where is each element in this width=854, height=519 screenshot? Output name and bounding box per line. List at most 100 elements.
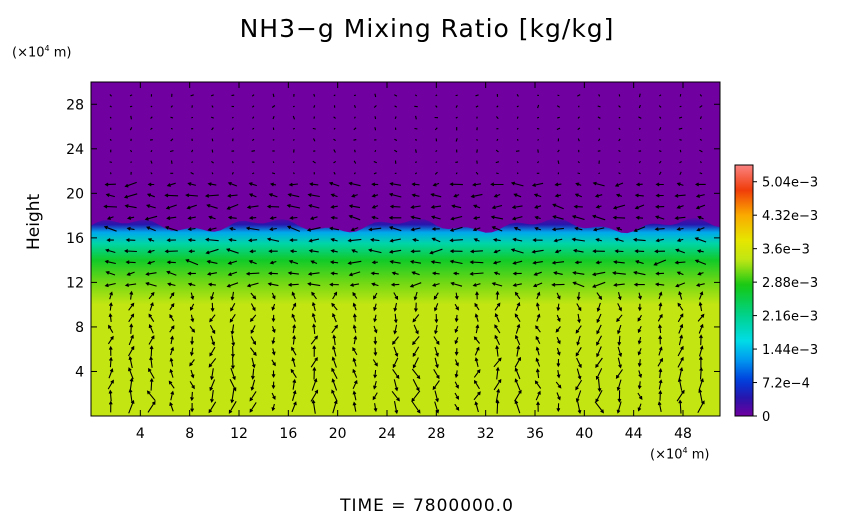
wind-vector bbox=[535, 335, 541, 345]
wind-vector bbox=[697, 400, 705, 414]
wind-vector bbox=[347, 260, 362, 265]
wind-vector bbox=[130, 115, 132, 120]
wind-vector bbox=[129, 94, 133, 97]
chart-title: NH3−g Mixing Ratio [kg/kg] bbox=[239, 14, 615, 43]
wind-vector bbox=[249, 314, 257, 322]
wind-vector bbox=[148, 335, 155, 345]
wind-vector bbox=[615, 193, 623, 198]
wind-vector bbox=[249, 249, 256, 254]
wind-vector bbox=[251, 105, 255, 108]
wind-vector bbox=[474, 379, 480, 390]
wind-vector bbox=[354, 149, 356, 153]
wind-vector bbox=[164, 226, 178, 232]
wind-vector bbox=[678, 116, 683, 119]
time-stamp: TIME = 7800000.0 bbox=[340, 496, 514, 516]
wind-vector bbox=[557, 116, 560, 119]
wind-vector bbox=[348, 204, 361, 209]
wind-vector bbox=[411, 368, 421, 380]
wind-vector bbox=[149, 345, 154, 357]
wind-vector bbox=[333, 171, 336, 175]
wind-vector bbox=[269, 260, 277, 265]
y-tick-label: 20 bbox=[66, 186, 84, 202]
wind-vector bbox=[189, 359, 195, 367]
wind-vector bbox=[208, 401, 217, 414]
wind-vector bbox=[250, 325, 256, 334]
wind-vector bbox=[268, 249, 278, 254]
wind-vector bbox=[287, 193, 300, 198]
y-tick-label: 12 bbox=[66, 275, 84, 291]
wind-vector bbox=[449, 182, 463, 187]
wind-vector bbox=[308, 238, 320, 243]
wind-vector bbox=[228, 401, 237, 414]
wind-vector bbox=[250, 292, 257, 300]
wind-vector bbox=[635, 215, 644, 220]
wind-vector bbox=[496, 172, 499, 175]
wind-vector bbox=[394, 138, 398, 141]
wind-vector bbox=[148, 367, 155, 379]
wind-vector bbox=[209, 324, 216, 335]
wind-vector bbox=[654, 249, 666, 254]
wind-vector bbox=[148, 291, 155, 300]
wind-vector bbox=[551, 282, 565, 287]
wind-vector bbox=[514, 389, 522, 402]
wind-vector bbox=[331, 356, 337, 368]
wind-vector bbox=[450, 215, 463, 221]
wind-vector bbox=[393, 346, 399, 358]
wind-vector bbox=[511, 205, 523, 210]
wind-vector bbox=[430, 193, 442, 198]
wind-vector bbox=[229, 313, 236, 323]
wind-vector bbox=[535, 390, 541, 401]
wind-vector bbox=[373, 160, 378, 164]
wind-vector bbox=[577, 313, 581, 324]
wind-vector bbox=[391, 390, 400, 402]
wind-vector bbox=[130, 161, 132, 163]
wind-vector bbox=[394, 94, 398, 97]
wind-vector bbox=[393, 302, 398, 312]
wind-vector bbox=[165, 204, 177, 210]
wind-vector bbox=[594, 401, 605, 414]
wind-vector bbox=[475, 94, 479, 97]
wind-vector bbox=[699, 334, 703, 346]
wind-vector bbox=[271, 172, 276, 175]
wind-vector bbox=[248, 182, 257, 187]
colorbar-tick-label: 5.04e−3 bbox=[762, 176, 818, 191]
wind-vector bbox=[698, 377, 704, 391]
wind-vector bbox=[434, 324, 438, 335]
wind-vector bbox=[551, 260, 565, 265]
wind-vector bbox=[333, 160, 337, 164]
wind-vector bbox=[167, 282, 176, 287]
wind-vector bbox=[248, 215, 257, 220]
wind-vector bbox=[618, 127, 621, 130]
wind-vector bbox=[287, 271, 299, 276]
wind-vector bbox=[577, 116, 580, 119]
wind-vector bbox=[617, 346, 623, 358]
wind-vector bbox=[231, 116, 234, 119]
x-tick-label: 8 bbox=[185, 426, 194, 442]
wind-vector bbox=[635, 182, 643, 187]
wind-vector bbox=[535, 302, 540, 311]
wind-vector bbox=[413, 324, 419, 335]
wind-vector bbox=[476, 149, 478, 153]
wind-vector bbox=[211, 138, 214, 142]
wind-vector bbox=[699, 127, 702, 130]
wind-vector bbox=[332, 312, 337, 323]
wind-vector bbox=[534, 205, 542, 209]
wind-vector bbox=[455, 94, 458, 97]
wind-vector bbox=[536, 116, 540, 119]
wind-vector bbox=[331, 389, 338, 402]
wind-vector bbox=[271, 292, 276, 300]
wind-vector bbox=[190, 172, 194, 175]
wind-vector bbox=[292, 138, 295, 141]
wind-vector bbox=[638, 116, 642, 119]
wind-vector bbox=[470, 193, 483, 199]
wind-vector bbox=[556, 370, 561, 379]
wind-vector bbox=[391, 336, 399, 345]
wind-vector bbox=[187, 182, 197, 186]
x-tick-label: 4 bbox=[136, 426, 145, 442]
x-tick-label: 20 bbox=[329, 426, 347, 442]
wind-vector bbox=[288, 182, 298, 187]
wind-vector bbox=[618, 172, 621, 175]
wind-vector bbox=[211, 94, 214, 97]
wind-vector bbox=[616, 401, 622, 414]
